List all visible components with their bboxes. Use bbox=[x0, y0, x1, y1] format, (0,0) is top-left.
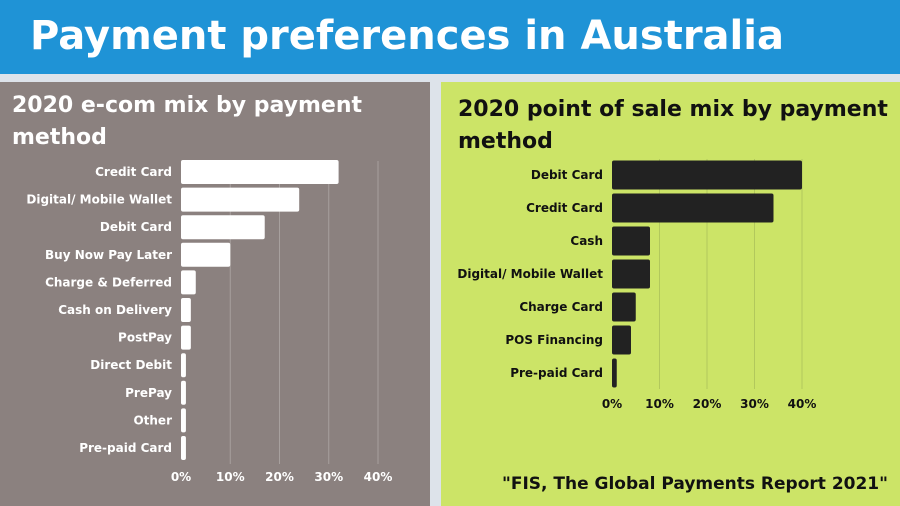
pos-chart-title: 2020 point of sale mix by payment method bbox=[458, 97, 888, 154]
category-label: Debit Card bbox=[100, 220, 172, 234]
ecom-bar-chart: 0% 10% 20% 30% 40% Credit Card Digital/ Mobile… bbox=[26, 160, 393, 484]
bar bbox=[181, 325, 191, 350]
category-label: Cash on Delivery bbox=[58, 303, 172, 317]
bar bbox=[181, 160, 339, 184]
bar bbox=[181, 436, 186, 460]
category-label: Debit Card bbox=[531, 168, 603, 182]
category-label: Buy Now Pay Later bbox=[45, 248, 172, 262]
bar bbox=[612, 226, 650, 256]
category-label: Charge & Deferred bbox=[45, 275, 172, 289]
category-label: PostPay bbox=[118, 331, 172, 345]
x-tick-label: 40% bbox=[788, 397, 817, 411]
bar bbox=[612, 193, 774, 223]
bar bbox=[181, 353, 186, 378]
bar bbox=[181, 242, 231, 267]
bar bbox=[612, 358, 617, 388]
pos-bar-chart: 0% 10% 20% 30% 40% Debit Card Credit Card Cash D… bbox=[457, 159, 817, 411]
bar bbox=[181, 270, 196, 295]
x-tick-label: 40% bbox=[364, 470, 393, 484]
bar bbox=[612, 325, 631, 355]
header-bar: Payment preferences in Australia bbox=[0, 0, 900, 74]
bar bbox=[181, 408, 186, 433]
x-tick-label: 20% bbox=[265, 470, 294, 484]
category-label: Digital/ Mobile Wallet bbox=[26, 193, 172, 207]
x-tick-label: 0% bbox=[602, 397, 622, 411]
category-label: POS Financing bbox=[505, 333, 603, 347]
source-citation: "FIS, The Global Payments Report 2021" bbox=[501, 474, 888, 494]
x-tick-label: 0% bbox=[171, 470, 191, 484]
x-tick-label: 30% bbox=[314, 470, 343, 484]
category-label: Other bbox=[133, 413, 172, 427]
bar bbox=[612, 292, 636, 322]
bar bbox=[181, 380, 186, 405]
bar bbox=[612, 259, 650, 289]
x-tick-label: 20% bbox=[693, 397, 722, 411]
x-tick-label: 30% bbox=[740, 397, 769, 411]
bar bbox=[612, 160, 802, 190]
pos-panel: 2020 point of sale mix by payment method… bbox=[441, 82, 900, 506]
page-title: Payment preferences in Australia bbox=[30, 13, 784, 59]
category-label: Direct Debit bbox=[90, 358, 172, 372]
category-label: PrePay bbox=[125, 386, 172, 400]
category-label: Pre-paid Card bbox=[79, 441, 172, 455]
category-label: Charge Card bbox=[519, 300, 603, 314]
category-label: Pre-paid Card bbox=[510, 366, 603, 380]
category-label: Credit Card bbox=[526, 201, 603, 215]
category-label: Credit Card bbox=[95, 165, 172, 179]
category-label: Digital/ Mobile Wallet bbox=[457, 267, 603, 281]
bar bbox=[181, 187, 300, 212]
bar bbox=[181, 298, 191, 322]
bar bbox=[181, 215, 265, 240]
x-tick-label: 10% bbox=[645, 397, 674, 411]
category-label: Cash bbox=[570, 234, 603, 248]
ecom-panel: 2020 e-com mix by payment method 0% 10% 20… bbox=[0, 82, 430, 506]
x-tick-label: 10% bbox=[216, 470, 245, 484]
ecom-chart-title: 2020 e-com mix by payment method bbox=[12, 93, 363, 150]
